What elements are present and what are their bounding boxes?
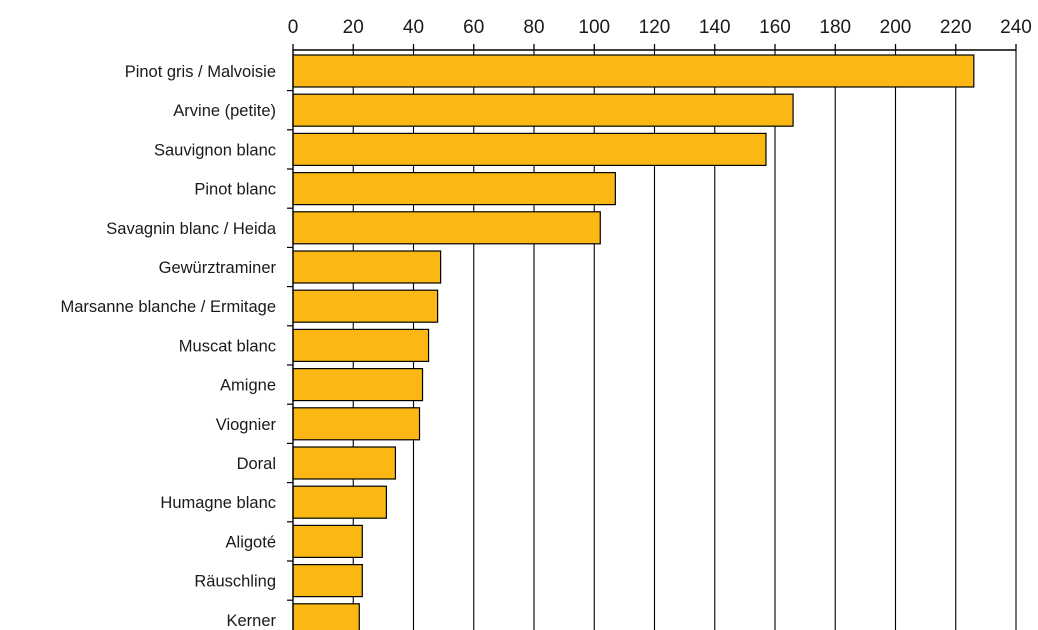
bar [292, 289, 439, 323]
category-label: Muscat blanc [179, 337, 276, 355]
x-tick-label: 140 [699, 17, 731, 38]
bar [292, 250, 442, 284]
category-label: Savagnin blanc / Heida [106, 220, 277, 238]
bar [292, 603, 360, 630]
category-label: Gewürztraminer [159, 259, 277, 277]
axes [287, 44, 1017, 630]
category-label: Aligoté [226, 533, 276, 551]
bar [292, 328, 430, 362]
bar [292, 172, 616, 206]
category-label: Kerner [226, 612, 276, 630]
x-tick-label: 80 [523, 17, 544, 38]
x-tick-label: 200 [880, 17, 912, 38]
x-tick-label: 180 [819, 17, 851, 38]
labels: 0 20 40 60 80 100 120 140 160 180 200 220 240 Pinot g… [60, 17, 1031, 630]
bar [292, 407, 421, 441]
x-tick-label: 20 [343, 17, 364, 38]
bar [292, 446, 397, 480]
bar [292, 368, 424, 402]
x-tick-label: 160 [759, 17, 791, 38]
x-tick-label: 220 [940, 17, 972, 38]
bar [292, 54, 975, 88]
category-label: Räuschling [194, 573, 276, 591]
bar [292, 563, 363, 598]
bar [292, 485, 387, 519]
bars [292, 54, 975, 630]
bar [292, 211, 601, 245]
category-label: Arvine (petite) [173, 102, 276, 120]
category-label: Pinot blanc [194, 181, 276, 199]
category-label: Marsanne blanche / Ermitage [60, 298, 276, 316]
category-label: Amigne [220, 377, 276, 395]
x-tick-label: 240 [1000, 17, 1032, 38]
bar [292, 132, 767, 166]
category-label: Pinot gris / Malvoisie [125, 63, 276, 81]
bar [292, 524, 363, 559]
x-tick-label: 40 [403, 17, 424, 38]
category-label: Humagne blanc [160, 494, 276, 512]
x-tick-label: 120 [639, 17, 671, 38]
x-tick-label: 0 [288, 17, 299, 38]
x-tick-label: 60 [463, 17, 484, 38]
category-label: Doral [237, 455, 276, 473]
category-label: Sauvignon blanc [154, 141, 276, 159]
bar [292, 93, 794, 127]
x-tick-label: 100 [578, 17, 610, 38]
category-label: Viognier [216, 416, 277, 434]
